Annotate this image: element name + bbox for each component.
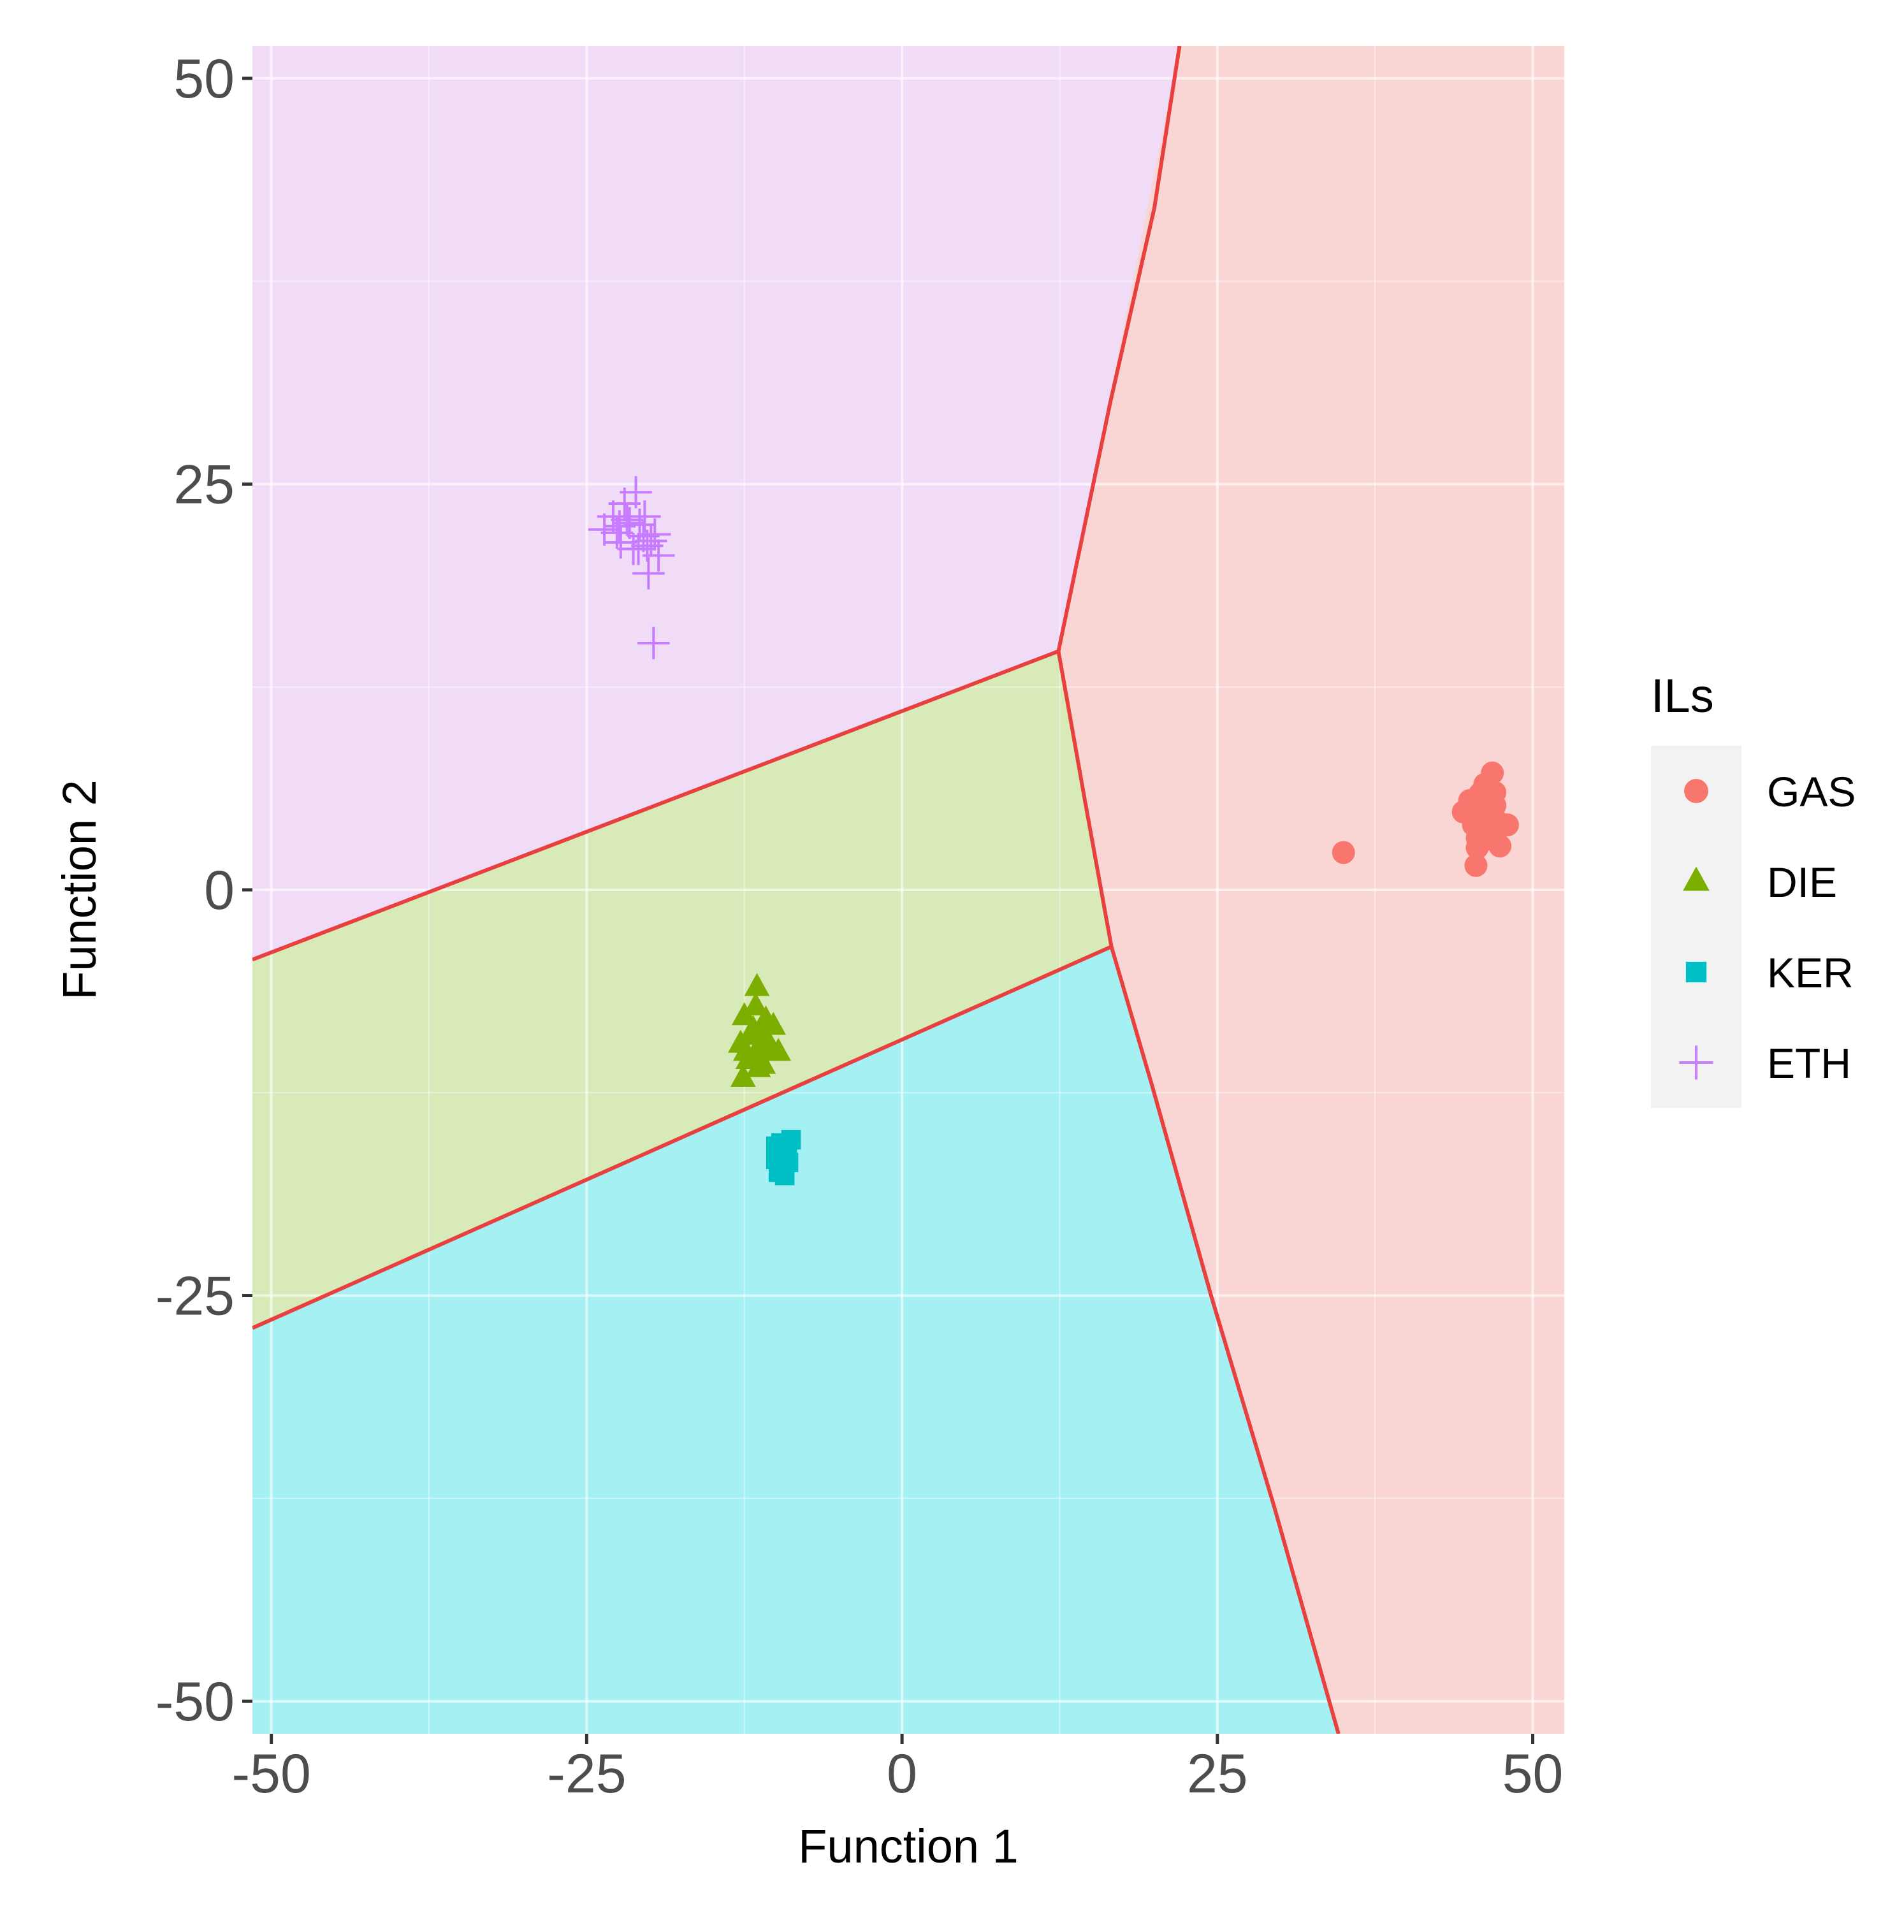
data-point-eth <box>622 533 655 565</box>
data-point-gas <box>1471 829 1494 853</box>
data-point-eth <box>603 510 636 542</box>
decision-boundary <box>1056 46 1182 652</box>
data-point-eth <box>642 539 675 572</box>
y-tick-label: 0 <box>204 860 235 921</box>
x-tick-label: -50 <box>232 1743 311 1805</box>
series-gas <box>1332 761 1519 877</box>
legend: ILs GAS DIE KER ETH <box>1651 669 1856 1108</box>
y-tick-label: -25 <box>156 1266 235 1327</box>
data-point-die <box>766 1038 791 1061</box>
decision-boundaries <box>252 46 1341 1734</box>
data-point-die <box>743 992 769 1016</box>
x-tick-label: -25 <box>547 1743 626 1805</box>
legend-label: ETH <box>1767 1040 1851 1087</box>
data-point-ker <box>773 1143 794 1163</box>
decision-boundary <box>1056 651 1114 947</box>
data-point-eth <box>588 513 621 546</box>
series-die <box>728 973 791 1087</box>
legend-label: KER <box>1767 949 1854 996</box>
legend-key-ker <box>1685 961 1707 983</box>
legend-label: GAS <box>1767 768 1856 815</box>
x-axis-title: Function 1 <box>798 1820 1019 1873</box>
data-point-gas <box>1495 813 1519 837</box>
data-point-gas <box>1332 841 1355 864</box>
data-point-die <box>730 1064 756 1087</box>
data-point-gas <box>1488 834 1512 858</box>
data-point-eth <box>611 504 643 536</box>
y-tick-label: 50 <box>173 48 235 110</box>
legend-key-gas <box>1684 779 1708 803</box>
grid-lines <box>252 46 1564 1734</box>
data-points <box>588 476 1519 1186</box>
data-point-eth <box>639 518 671 551</box>
data-point-die <box>744 973 770 996</box>
axes: -50 -25 0 25 50 -50 -25 0 25 50 <box>156 48 1564 1805</box>
data-point-eth <box>620 476 652 509</box>
legend-key-eth <box>1679 1045 1713 1080</box>
decision-boundary <box>252 649 1059 962</box>
data-point-eth <box>637 627 670 660</box>
legend-label: DIE <box>1767 859 1837 906</box>
legend-item-ker: KER <box>1685 949 1854 996</box>
data-point-eth <box>629 500 661 533</box>
data-point-die <box>741 1041 767 1064</box>
y-tick-label: -50 <box>156 1671 235 1732</box>
y-axis-title: Function 2 <box>53 780 106 1000</box>
data-point-eth <box>632 557 665 590</box>
legend-item-die: DIE <box>1683 859 1837 906</box>
data-point-gas <box>1464 853 1488 877</box>
data-point-gas <box>1481 761 1504 785</box>
x-tick-label: 0 <box>887 1743 917 1805</box>
y-tick-label: 25 <box>173 454 235 515</box>
legend-key-die <box>1683 866 1710 891</box>
legend-item-gas: GAS <box>1684 768 1856 815</box>
legend-title: ILs <box>1651 669 1714 722</box>
data-point-die <box>745 1054 771 1077</box>
x-tick-label: 25 <box>1187 1743 1248 1805</box>
decision-boundary <box>1109 946 1341 1734</box>
decision-boundary <box>252 945 1112 1330</box>
series-ker <box>766 1129 801 1186</box>
data-point-gas <box>1483 781 1507 804</box>
x-tick-label: 50 <box>1502 1743 1564 1805</box>
legend-item-eth: ETH <box>1679 1040 1851 1087</box>
data-point-die <box>752 1021 778 1045</box>
series-eth <box>588 476 675 660</box>
data-point-eth <box>635 525 667 557</box>
